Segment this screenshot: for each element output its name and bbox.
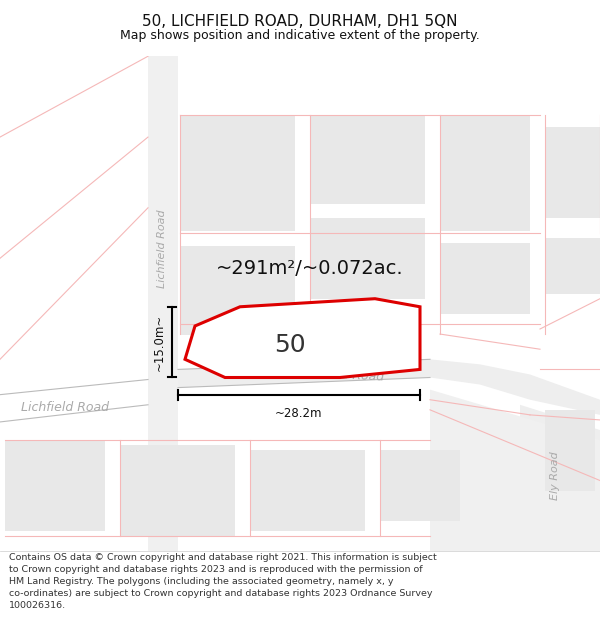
Polygon shape — [185, 299, 420, 378]
Polygon shape — [180, 115, 295, 231]
Text: 50, LICHFIELD ROAD, DURHAM, DH1 5QN: 50, LICHFIELD ROAD, DURHAM, DH1 5QN — [142, 14, 458, 29]
Polygon shape — [0, 56, 120, 551]
Polygon shape — [120, 445, 235, 536]
Polygon shape — [148, 56, 178, 551]
Polygon shape — [310, 218, 425, 299]
Polygon shape — [148, 369, 178, 440]
Polygon shape — [380, 450, 460, 521]
Text: ~28.2m: ~28.2m — [275, 407, 323, 420]
Text: Lichfield Road: Lichfield Road — [157, 209, 167, 288]
Polygon shape — [520, 405, 600, 551]
Polygon shape — [310, 115, 425, 204]
Polygon shape — [0, 56, 148, 551]
Polygon shape — [440, 115, 530, 231]
Polygon shape — [178, 359, 600, 415]
Polygon shape — [545, 410, 595, 491]
Polygon shape — [430, 389, 600, 551]
Polygon shape — [545, 238, 600, 294]
Polygon shape — [0, 379, 148, 422]
Polygon shape — [430, 56, 600, 208]
Text: ~15.0m~: ~15.0m~ — [153, 314, 166, 371]
Polygon shape — [545, 127, 600, 218]
Text: Contains OS data © Crown copyright and database right 2021. This information is : Contains OS data © Crown copyright and d… — [9, 554, 437, 609]
Text: Map shows position and indicative extent of the property.: Map shows position and indicative extent… — [120, 29, 480, 42]
Polygon shape — [440, 243, 530, 314]
Text: Lichfield Road: Lichfield Road — [21, 401, 109, 414]
Text: Ely Road: Ely Road — [550, 451, 560, 500]
Polygon shape — [180, 246, 295, 335]
Text: 50: 50 — [274, 333, 306, 357]
Polygon shape — [5, 440, 105, 531]
Text: Lichfield Road: Lichfield Road — [296, 366, 384, 383]
Polygon shape — [250, 450, 365, 531]
Text: ~291m²/~0.072ac.: ~291m²/~0.072ac. — [216, 259, 404, 278]
